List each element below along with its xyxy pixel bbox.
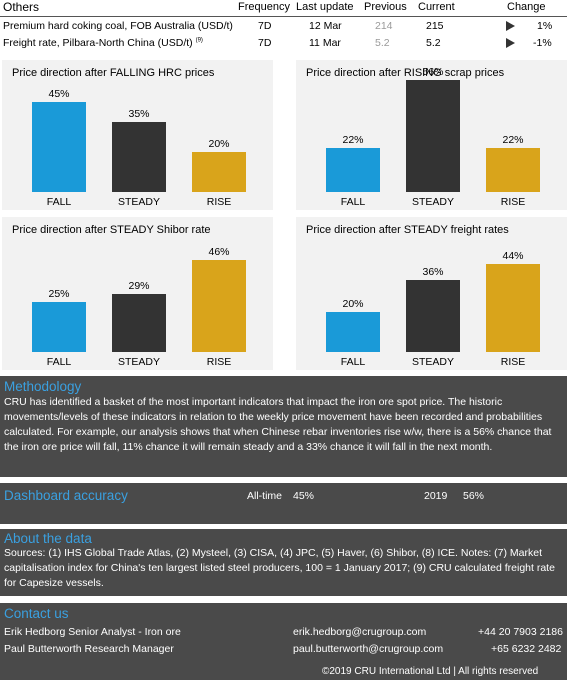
bar-fall — [326, 148, 380, 192]
chart-steady-freight: Price direction after STEADY freight rat… — [296, 217, 567, 370]
copyright: ©2019 CRU International Ltd | All rights… — [322, 666, 539, 677]
accuracy-alltime-label: All-time — [247, 490, 283, 502]
data-label-steady: 56% — [422, 66, 443, 78]
header-previous: Previous — [364, 1, 407, 13]
contact-title: Contact us — [4, 606, 69, 621]
category-label-fall: FALL — [341, 356, 366, 368]
chart-falling-hrc: Price direction after FALLING HRC prices… — [2, 60, 273, 210]
about-body: Sources: (1) IHS Global Trade Atlas, (2)… — [4, 547, 555, 589]
chart-title: Price direction after STEADY freight rat… — [306, 224, 509, 236]
data-label-rise: 22% — [502, 134, 523, 146]
others-table-header: Others Frequency Last update Previous Cu… — [0, 0, 567, 17]
contact-email-link[interactable]: erik.hedborg@crugroup.com — [293, 626, 427, 638]
category-label-rise: RISE — [501, 356, 526, 368]
bar-fall — [32, 102, 86, 192]
bar-steady — [112, 122, 166, 192]
data-label-fall: 20% — [342, 298, 363, 310]
data-label-steady: 36% — [422, 266, 443, 278]
chart-title: Price direction after RISING scrap price… — [306, 67, 505, 79]
methodology-body: CRU has identified a basket of the most … — [4, 396, 552, 453]
data-label-rise: 46% — [208, 246, 229, 258]
row-name: Premium hard coking coal, FOB Australia … — [3, 20, 233, 32]
accuracy-year-value: 56% — [463, 490, 485, 502]
header-last-update: Last update — [296, 1, 354, 13]
category-label-steady: STEADY — [412, 196, 454, 208]
category-label-steady: STEADY — [118, 196, 160, 208]
bar-steady — [112, 294, 166, 352]
data-label-steady: 29% — [128, 280, 149, 292]
data-label-rise: 44% — [502, 250, 523, 262]
table-row: Freight rate, Pilbara-North China (USD/t… — [0, 34, 567, 52]
bar-steady — [406, 80, 460, 192]
data-label-steady: 35% — [128, 108, 149, 120]
bar-rise — [192, 260, 246, 352]
contact-phone: +65 6232 2482 — [491, 643, 562, 655]
table-row: Premium hard coking coal, FOB Australia … — [0, 17, 567, 35]
contact-email-link[interactable]: paul.butterworth@crugroup.com — [293, 643, 444, 655]
chart-steady-shibor: Price direction after STEADY Shibor rate… — [2, 217, 273, 370]
row-last-update: 12 Mar — [309, 20, 342, 32]
row-previous: 214 — [375, 20, 393, 32]
category-label-fall: FALL — [47, 196, 72, 208]
data-label-rise: 20% — [208, 138, 229, 150]
methodology-title: Methodology — [4, 379, 82, 394]
category-label-rise: RISE — [207, 356, 232, 368]
contact-name-role: Paul Butterworth Research Manager — [4, 643, 174, 655]
category-label-fall: FALL — [341, 196, 366, 208]
bar-rise — [486, 148, 540, 192]
row-previous: 5.2 — [375, 37, 390, 49]
row-last-update: 11 Mar — [309, 37, 341, 49]
row-name: Freight rate, Pilbara-North China (USD/t… — [3, 37, 203, 49]
bar-steady — [406, 280, 460, 352]
header-current: Current — [418, 1, 455, 13]
bar-fall — [326, 312, 380, 352]
play-triangle-icon — [506, 21, 515, 31]
row-current: 5.2 — [426, 37, 441, 49]
table-title: Others — [3, 0, 40, 14]
bar-chart-svg: 45% FALL 35% STEADY 20% RISE — [32, 88, 246, 208]
header-frequency: Frequency — [238, 1, 290, 13]
header-change: Change — [507, 1, 546, 13]
category-label-steady: STEADY — [412, 356, 454, 368]
bar-chart-svg: 25% FALL 29% STEADY 46% RISE — [32, 246, 246, 368]
about-title: About the data — [4, 531, 92, 546]
methodology-section: Methodology CRU has identified a basket … — [0, 376, 567, 477]
bar-rise — [486, 264, 540, 352]
row-change: 1% — [537, 20, 553, 32]
accuracy-year-label: 2019 — [424, 490, 448, 502]
contact-phone: +44 20 7903 2186 — [478, 626, 563, 638]
accuracy-section: Dashboard accuracy All-time 45% 2019 56% — [0, 483, 567, 524]
bar-fall — [32, 302, 86, 352]
chart-rising-scrap: Price direction after RISING scrap price… — [296, 60, 567, 210]
row-current: 215 — [426, 20, 444, 32]
data-label-fall: 45% — [48, 88, 69, 100]
chart-title: Price direction after FALLING HRC prices — [12, 67, 215, 79]
play-triangle-icon — [506, 38, 515, 48]
category-label-fall: FALL — [47, 356, 72, 368]
category-label-rise: RISE — [501, 196, 526, 208]
row-footnote: (9) — [195, 37, 203, 44]
data-label-fall: 25% — [48, 288, 69, 300]
contact-section: Contact us Erik Hedborg Senior Analyst -… — [0, 603, 567, 680]
row-name-text: Freight rate, Pilbara-North China (USD/t… — [3, 37, 193, 49]
row-change: -1% — [533, 37, 552, 49]
category-label-rise: RISE — [207, 196, 232, 208]
bar-chart-svg: 20% FALL 36% STEADY 44% RISE — [326, 250, 540, 368]
bar-rise — [192, 152, 246, 192]
chart-title: Price direction after STEADY Shibor rate — [12, 224, 211, 236]
bar-chart-svg: 22% FALL 56% STEADY 22% RISE — [326, 66, 540, 208]
category-label-steady: STEADY — [118, 356, 160, 368]
accuracy-alltime-value: 45% — [293, 490, 315, 502]
row-frequency: 7D — [258, 20, 272, 32]
accuracy-title: Dashboard accuracy — [4, 488, 128, 503]
contact-name-role: Erik Hedborg Senior Analyst - Iron ore — [4, 626, 181, 638]
row-frequency: 7D — [258, 37, 272, 49]
about-section: About the data Sources: (1) IHS Global T… — [0, 529, 567, 596]
data-label-fall: 22% — [342, 134, 363, 146]
